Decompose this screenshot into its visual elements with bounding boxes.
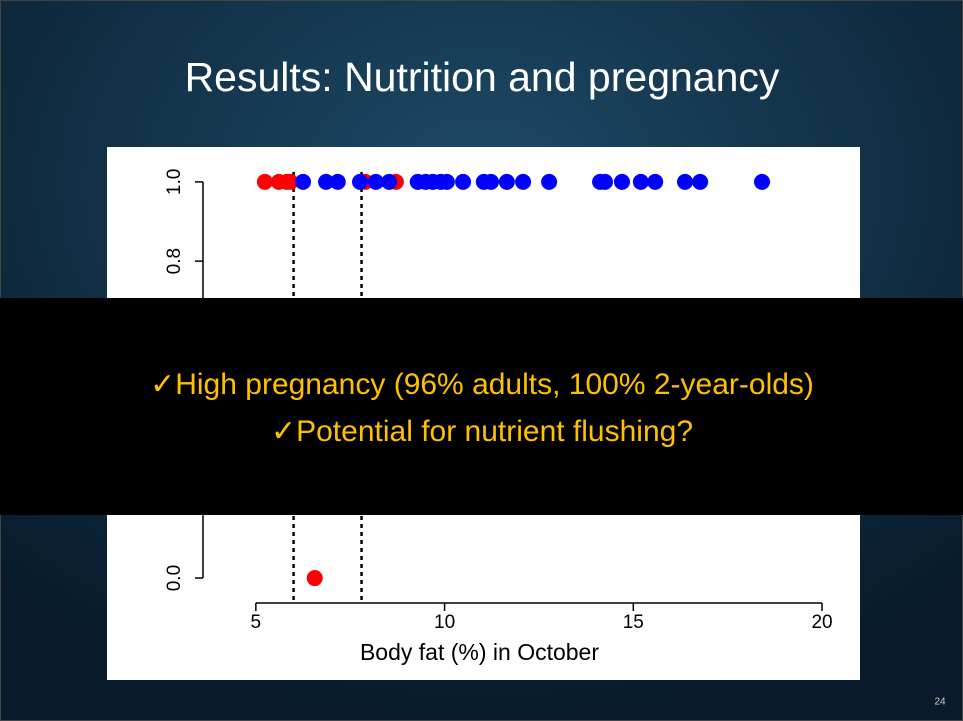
- overlay-box: [0, 298, 963, 515]
- point: [282, 173, 299, 190]
- point: [483, 173, 500, 190]
- point: [647, 173, 664, 190]
- point: [677, 173, 694, 190]
- x-tick-label: 5: [251, 612, 262, 633]
- point: [256, 173, 273, 190]
- point: [754, 173, 771, 190]
- point: [613, 173, 630, 190]
- x-tick-label: 10: [434, 612, 455, 633]
- slide-title: Results: Nutrition and pregnancy: [185, 54, 780, 100]
- point: [367, 173, 384, 190]
- y-tick-label: 1.0: [164, 169, 185, 195]
- point: [596, 173, 613, 190]
- point: [329, 173, 346, 190]
- point: [306, 570, 323, 587]
- point: [541, 173, 558, 190]
- point: [498, 173, 515, 190]
- y-tick-label: 0.0: [164, 565, 185, 591]
- page-number: 24: [934, 697, 946, 708]
- x-axis-label: Body fat (%) in October: [360, 639, 599, 665]
- point: [381, 173, 398, 190]
- overlay-line: ✓High pregnancy (96% adults, 100% 2-year…: [150, 368, 814, 401]
- y-tick-label: 0.8: [164, 248, 185, 274]
- overlay-line: ✓Potential for nutrient flushing?: [271, 415, 693, 448]
- x-tick-label: 15: [623, 612, 644, 633]
- point: [352, 173, 369, 190]
- point: [455, 173, 472, 190]
- point: [515, 173, 532, 190]
- point: [295, 173, 312, 190]
- point: [632, 173, 649, 190]
- point: [438, 173, 455, 190]
- x-tick-label: 20: [811, 612, 832, 633]
- point: [318, 173, 335, 190]
- point: [692, 173, 709, 190]
